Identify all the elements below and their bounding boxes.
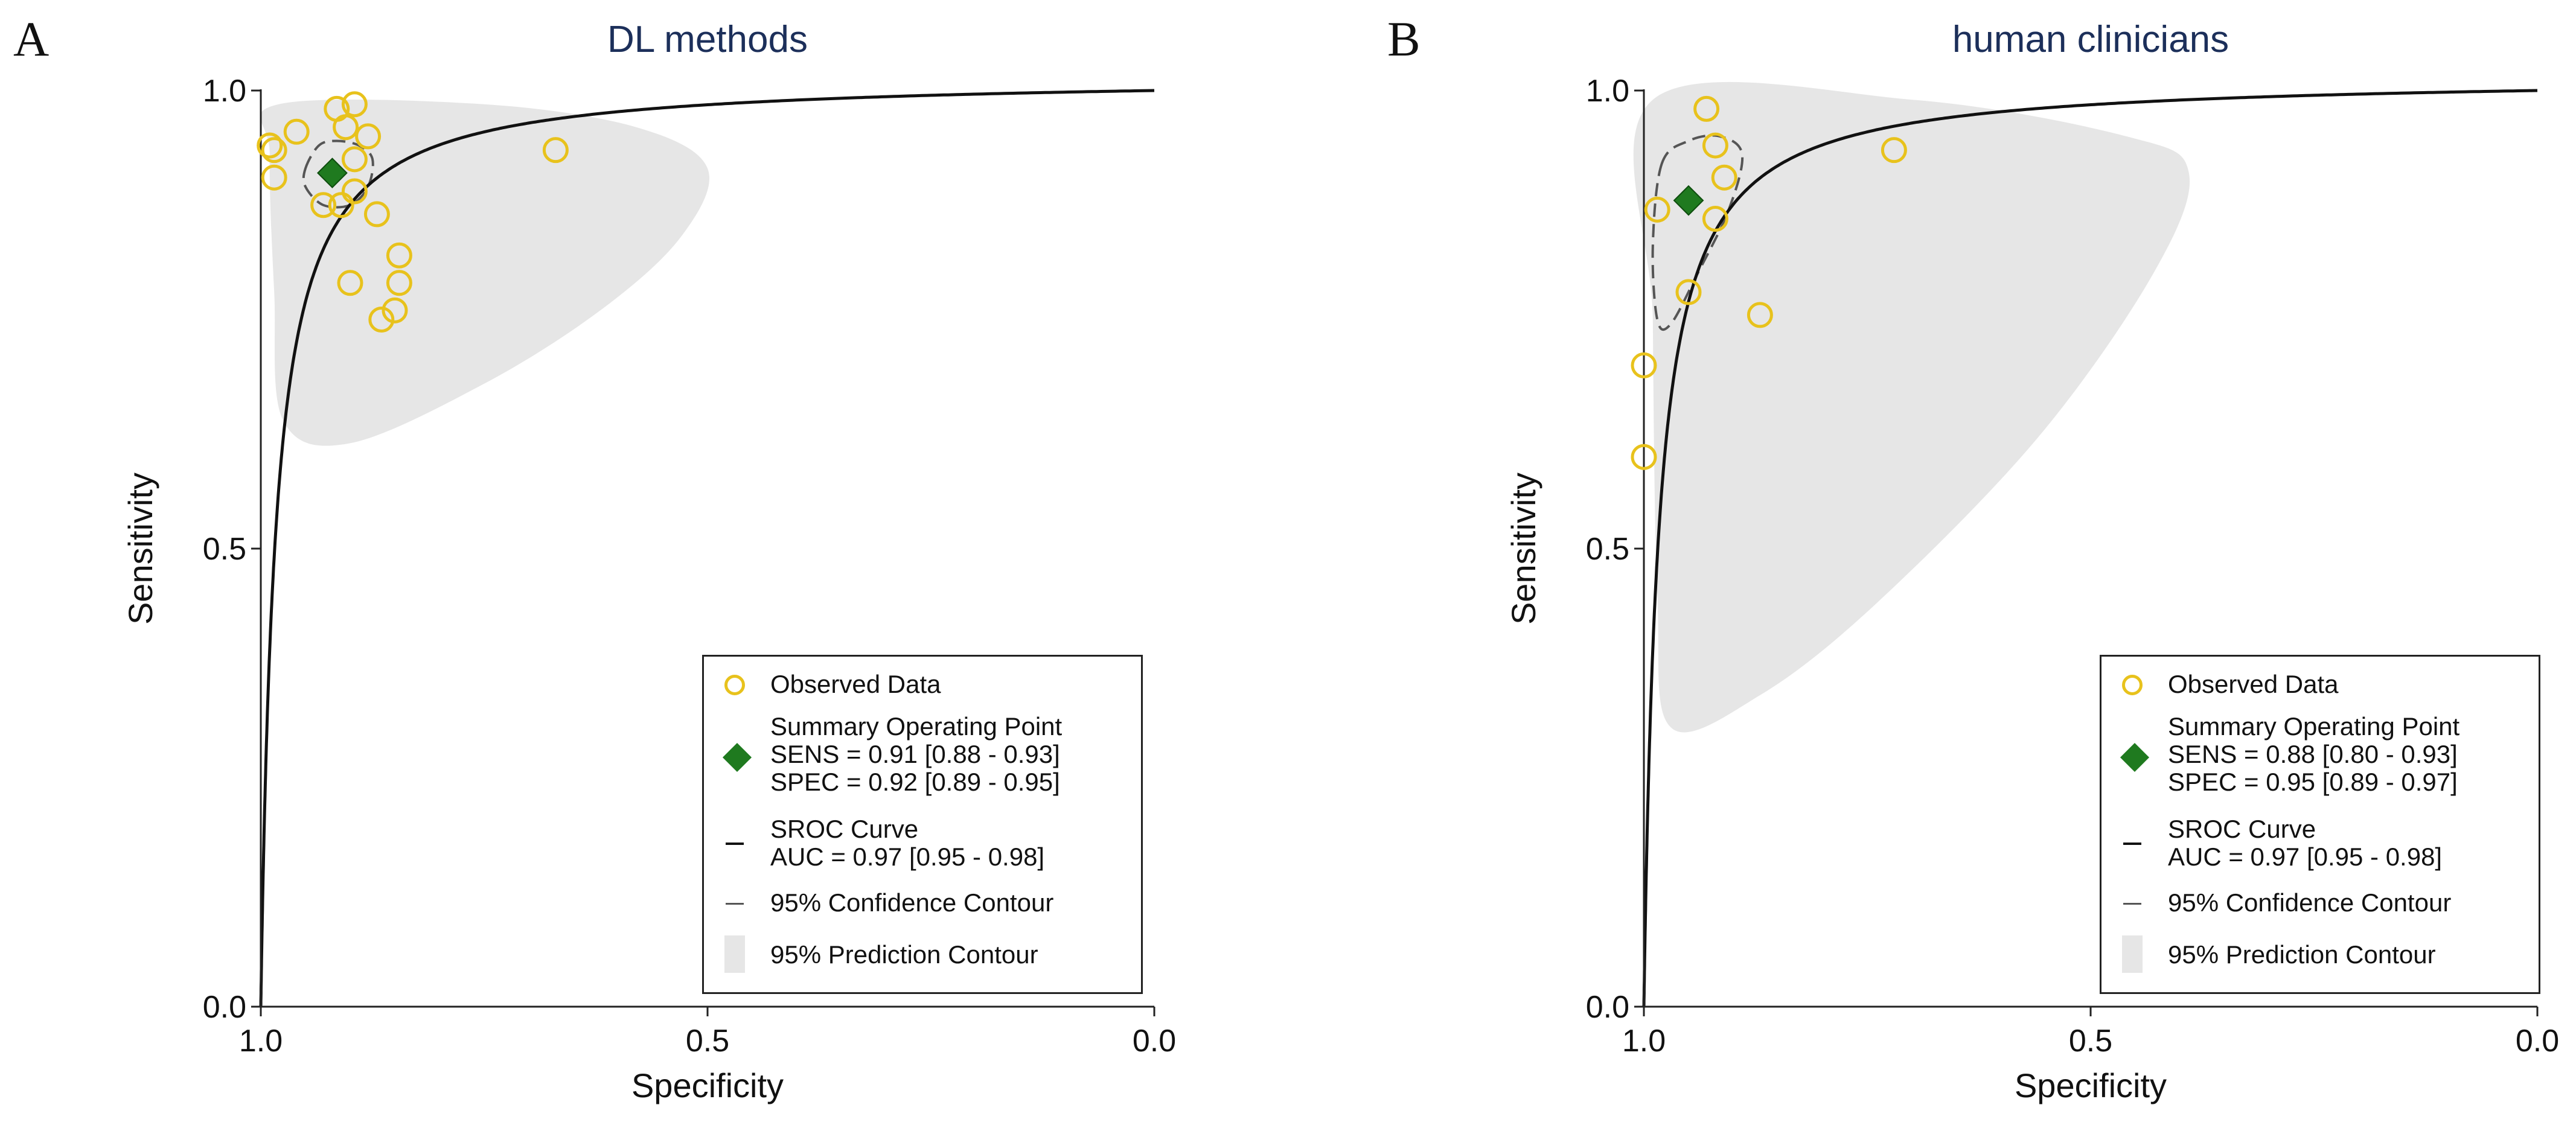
panel-a-xtick-label: 0.5 [686, 1024, 729, 1059]
panel-b-observed-point-9 [1631, 352, 1657, 378]
panel-a-observed-point-4 [283, 118, 310, 145]
panel-a-observed-point-13 [328, 192, 354, 218]
panel-b-observed-point-2 [1702, 132, 1728, 159]
panel-b-label: B [1387, 11, 1421, 66]
legend-sens: SENS = 0.88 [0.80 - 0.93] [2168, 740, 2458, 768]
panel-b-prediction-contour [1633, 81, 2190, 733]
panel-b-sroc-curve [1642, 89, 2538, 1007]
panel-a-observed-point-14 [363, 201, 390, 228]
panel-a-observed-point-16 [386, 270, 412, 296]
legend-observed-label: Observed Data [770, 670, 941, 698]
panel-a-ytick-label: 0.5 [203, 532, 246, 567]
prediction-contour-icon [724, 935, 745, 973]
legend-spec: SPEC = 0.95 [0.89 - 0.97] [2168, 768, 2458, 796]
panel-b-x-axis-label: Specificity [2015, 1066, 2167, 1104]
panel-a-sroc-curve [259, 89, 1155, 1007]
panel-b-observed-point-1 [1693, 95, 1720, 122]
legend-confidence: 95% Confidence Contour [770, 888, 1054, 917]
panel-a-observed-point-6 [341, 91, 368, 118]
panel-b-title: human clinicians [1952, 19, 2229, 60]
panel-b-observed-point-6 [1675, 279, 1702, 305]
legend-prediction: 95% Prediction Contour [2168, 940, 2436, 969]
panel-b: B human clinicians 0.0 0.5 1.0 1.0 0.5 0.0 Spe… [1288, 0, 2575, 1131]
panel-a-observed-point-8 [333, 114, 359, 141]
panel-a-observed-point-15 [386, 242, 412, 269]
legend-auc: AUC = 0.97 [0.95 - 0.98] [770, 843, 1045, 871]
panel-a-observed-point-9 [261, 164, 287, 191]
panel-b-xtick-label: 0.5 [2069, 1024, 2112, 1059]
panel-a-observed-point-18 [337, 270, 363, 296]
panel-b-observed-point-4 [1644, 196, 1670, 223]
panel-a-observed-point-10 [341, 146, 368, 173]
panel-a-summary-point [316, 158, 348, 189]
panel-b-xtick-label: 0.0 [2516, 1024, 2559, 1059]
legend-sroc: SROC Curve [2168, 815, 2316, 843]
sroc-line-icon [2123, 843, 2141, 845]
summary-point-icon [722, 742, 752, 773]
panel-b-summary-point [1673, 185, 1704, 216]
panel-a-observed-point-11 [341, 178, 368, 205]
observed-data-icon [2122, 675, 2143, 695]
panel-b-ytick-label: 0.0 [1586, 990, 1629, 1025]
confidence-contour-icon [726, 903, 744, 905]
legend-summary-title: Summary Operating Point [770, 712, 1063, 741]
panel-a-legend: Observed Data Summary Operating Point SE… [702, 655, 1143, 994]
panel-b-xtick-label: 1.0 [1622, 1024, 1666, 1059]
panel-a-observed-point-20 [542, 137, 569, 164]
legend-auc: AUC = 0.97 [0.95 - 0.98] [2168, 843, 2443, 871]
panel-a-ytick-label: 1.0 [203, 74, 246, 109]
panel-a-y-axis-label: Sensitivity [121, 473, 159, 625]
observed-data-icon [724, 675, 745, 695]
panel-b-y-axis-label: Sensitivity [1504, 473, 1542, 625]
legend-spec: SPEC = 0.92 [0.89 - 0.95] [770, 768, 1060, 796]
legend-observed-label: Observed Data [2168, 670, 2339, 698]
summary-point-icon [2120, 742, 2150, 773]
prediction-contour-icon [2122, 935, 2143, 973]
panel-b-observed-point-10 [1631, 444, 1657, 470]
panel-b-observed-point-3 [1711, 164, 1737, 191]
panel-a-observed-point-17 [382, 297, 408, 323]
panel-a-title: DL methods [607, 19, 808, 60]
panel-b-observed-point-8 [1881, 137, 1907, 164]
panel-a: A DL methods 0.0 0.5 1.0 1.0 0.5 0.0 Specifici… [13, 11, 1176, 1104]
panel-a-xtick-label: 0.0 [1133, 1024, 1176, 1059]
panel-a-label: A [13, 11, 50, 66]
panel-b-ytick-label: 0.5 [1586, 532, 1629, 567]
legend-confidence: 95% Confidence Contour [2168, 888, 2452, 917]
legend-prediction: 95% Prediction Contour [770, 940, 1038, 969]
panel-a-observed-point-2 [261, 137, 287, 164]
panel-a-observed-point-3 [257, 132, 283, 159]
legend-summary-title: Summary Operating Point [2168, 712, 2460, 741]
confidence-contour-icon [2123, 903, 2141, 905]
panel-a-plot: 0.0 0.5 1.0 1.0 0.5 0.0 Specificity Sensitivity [121, 74, 1176, 1104]
panel-a-observed-point-12 [310, 192, 337, 218]
panel-a-observed-point-7 [355, 123, 382, 150]
panel-a-x-axis-label: Specificity [631, 1066, 784, 1104]
panel-b-plot: 0.0 0.5 1.0 1.0 0.5 0.0 Specificity Sensitivity [1504, 74, 2559, 1104]
panel-b-ytick-label: 1.0 [1586, 74, 1629, 109]
legend-sens: SENS = 0.91 [0.88 - 0.93] [770, 740, 1060, 768]
legend-sroc: SROC Curve [770, 815, 919, 843]
panel-b-observed-point-7 [1747, 302, 1773, 328]
panel-b-legend: Observed Data Summary Operating Point SE… [2100, 655, 2540, 994]
panel-a-prediction-contour [260, 99, 710, 446]
panel-b-confidence-contour [1651, 134, 1744, 331]
panel-a-ytick-label: 0.0 [203, 990, 246, 1025]
panel-b-observed-point-5 [1702, 206, 1728, 232]
panel-a-xtick-label: 1.0 [239, 1024, 283, 1059]
panel-a-observed-point-19 [368, 307, 395, 333]
sroc-line-icon [726, 843, 744, 845]
